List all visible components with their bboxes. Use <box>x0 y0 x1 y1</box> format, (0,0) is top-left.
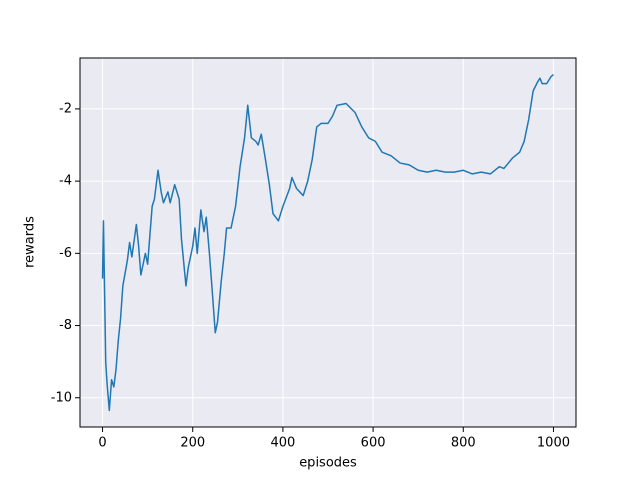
x-tick-label: 400 <box>270 436 295 451</box>
marks <box>101 74 554 412</box>
y-tick-label: -8 <box>59 318 72 333</box>
y-tick-label: -10 <box>51 390 72 405</box>
plot-area <box>80 58 576 427</box>
data-line <box>101 74 554 412</box>
y-tick-label: -6 <box>59 246 72 261</box>
y-tick-label: -4 <box>59 174 72 189</box>
x-tick-label: 800 <box>451 436 476 451</box>
y-axis-label: rewards <box>23 216 38 268</box>
x-tick-label: 200 <box>180 436 205 451</box>
x-tick-label: 0 <box>98 436 106 451</box>
x-tick-label: 1000 <box>537 436 570 451</box>
x-axis-label: episodes <box>299 456 357 471</box>
y-tick-label: -2 <box>59 101 72 116</box>
axes-frame <box>79 57 577 428</box>
x-tick-label: 600 <box>361 436 386 451</box>
grid <box>80 58 576 427</box>
